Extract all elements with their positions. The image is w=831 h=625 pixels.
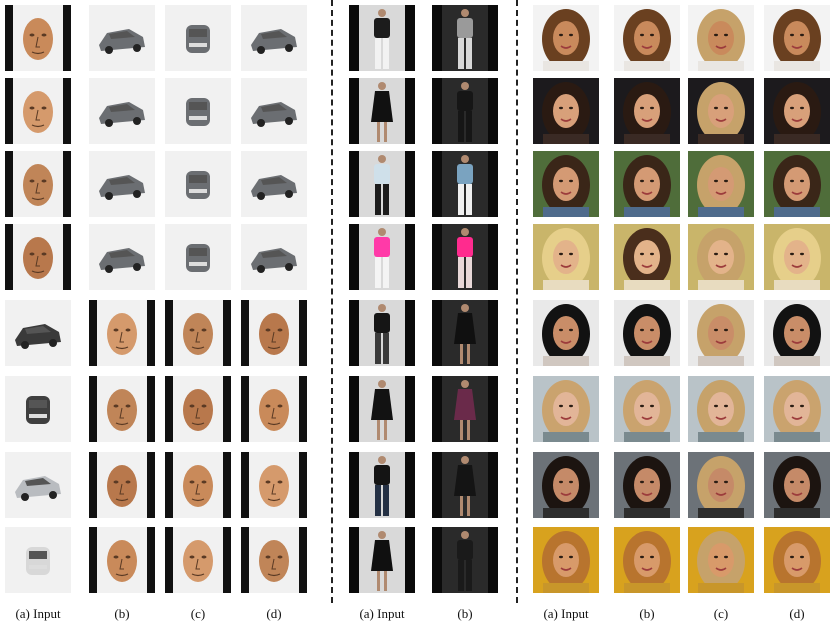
thumb-p3-r6-c2	[614, 376, 680, 442]
thumb-p3-r5-c1	[533, 300, 599, 366]
thumb-p2-r8-c1	[349, 527, 415, 593]
thumb-p1-r8-c3	[165, 527, 231, 593]
thumb-p1-r2-c2	[89, 78, 155, 144]
thumb-p3-r6-c3	[688, 376, 754, 442]
thumb-p3-r4-c3	[688, 224, 754, 290]
thumb-p3-r1-c2	[614, 5, 680, 71]
thumb-p3-r8-c3	[688, 527, 754, 593]
thumb-p1-r6-c3	[165, 376, 231, 442]
thumb-p3-r8-c2	[614, 527, 680, 593]
thumb-p3-r8-c1	[533, 527, 599, 593]
thumb-p2-r3-c1	[349, 151, 415, 217]
thumb-p1-r4-c1	[5, 224, 71, 290]
thumb-p1-r6-c4	[241, 376, 307, 442]
caption-p1-c: (c)	[190, 606, 206, 621]
thumb-p1-r1-c2	[89, 5, 155, 71]
thumb-p3-r6-c1	[533, 376, 599, 442]
thumb-p1-r3-c2	[89, 151, 155, 217]
thumb-p1-r7-c1	[5, 452, 71, 518]
thumb-p3-r7-c4	[764, 452, 830, 518]
thumb-p1-r1-c4	[241, 5, 307, 71]
thumb-p3-r5-c4	[764, 300, 830, 366]
thumb-p1-r7-c2	[89, 452, 155, 518]
thumb-p3-r8-c4	[764, 527, 830, 593]
thumb-p2-r4-c2	[432, 224, 498, 290]
caption-p1-a: (a) Input	[15, 606, 61, 621]
thumb-p1-r3-c3	[165, 151, 231, 217]
thumb-p3-r1-c1	[533, 5, 599, 71]
thumb-p1-r8-c1	[5, 527, 71, 593]
separator-left	[331, 0, 333, 603]
thumb-p2-r7-c1	[349, 452, 415, 518]
thumb-p1-r6-c1	[5, 376, 71, 442]
thumb-p3-r3-c3	[688, 151, 754, 217]
thumb-p2-r6-c2	[432, 376, 498, 442]
caption-p2-a: (a) Input	[359, 606, 405, 621]
thumb-p3-r1-c4	[764, 5, 830, 71]
thumb-p3-r7-c1	[533, 452, 599, 518]
thumb-p3-r2-c4	[764, 78, 830, 144]
caption-p3-c: (c)	[713, 606, 729, 621]
thumb-p3-r1-c3	[688, 5, 754, 71]
thumb-p1-r7-c4	[241, 452, 307, 518]
thumb-p3-r2-c2	[614, 78, 680, 144]
separator-right	[516, 0, 518, 603]
thumb-p3-r4-c2	[614, 224, 680, 290]
thumb-p2-r1-c2	[432, 5, 498, 71]
thumb-p1-r4-c3	[165, 224, 231, 290]
thumb-p1-r5-c4	[241, 300, 307, 366]
thumb-p1-r6-c2	[89, 376, 155, 442]
thumb-p2-r7-c2	[432, 452, 498, 518]
thumb-p1-r1-c1	[5, 5, 71, 71]
caption-p1-b: (b)	[114, 606, 130, 621]
thumb-p3-r5-c2	[614, 300, 680, 366]
thumb-p3-r4-c4	[764, 224, 830, 290]
thumb-p2-r1-c1	[349, 5, 415, 71]
thumb-p2-r8-c2	[432, 527, 498, 593]
thumb-p3-r7-c3	[688, 452, 754, 518]
thumb-p1-r1-c3	[165, 5, 231, 71]
thumb-p3-r2-c1	[533, 78, 599, 144]
thumb-p2-r2-c2	[432, 78, 498, 144]
thumb-p1-r5-c2	[89, 300, 155, 366]
thumb-p2-r6-c1	[349, 376, 415, 442]
thumb-p1-r2-c1	[5, 78, 71, 144]
caption-p1-d: (d)	[266, 606, 282, 621]
thumb-p2-r4-c1	[349, 224, 415, 290]
thumb-p2-r5-c1	[349, 300, 415, 366]
thumb-p1-r2-c3	[165, 78, 231, 144]
thumb-p3-r3-c1	[533, 151, 599, 217]
thumb-p1-r4-c4	[241, 224, 307, 290]
caption-p2-b: (b)	[457, 606, 473, 621]
thumb-p1-r3-c1	[5, 151, 71, 217]
caption-p3-b: (b)	[639, 606, 655, 621]
thumb-p1-r5-c3	[165, 300, 231, 366]
thumb-p2-r2-c1	[349, 78, 415, 144]
thumb-p1-r8-c4	[241, 527, 307, 593]
caption-p3-d: (d)	[789, 606, 805, 621]
thumb-p1-r3-c4	[241, 151, 307, 217]
caption-p3-a: (a) Input	[543, 606, 589, 621]
thumb-p2-r5-c2	[432, 300, 498, 366]
thumb-p3-r4-c1	[533, 224, 599, 290]
thumb-p3-r2-c3	[688, 78, 754, 144]
thumb-p3-r6-c4	[764, 376, 830, 442]
thumb-p1-r8-c2	[89, 527, 155, 593]
thumb-p3-r7-c2	[614, 452, 680, 518]
thumb-p3-r3-c4	[764, 151, 830, 217]
thumb-p3-r5-c3	[688, 300, 754, 366]
thumb-p1-r7-c3	[165, 452, 231, 518]
thumb-p1-r5-c1	[5, 300, 71, 366]
thumb-p1-r4-c2	[89, 224, 155, 290]
thumb-p2-r3-c2	[432, 151, 498, 217]
thumb-p3-r3-c2	[614, 151, 680, 217]
thumb-p1-r2-c4	[241, 78, 307, 144]
